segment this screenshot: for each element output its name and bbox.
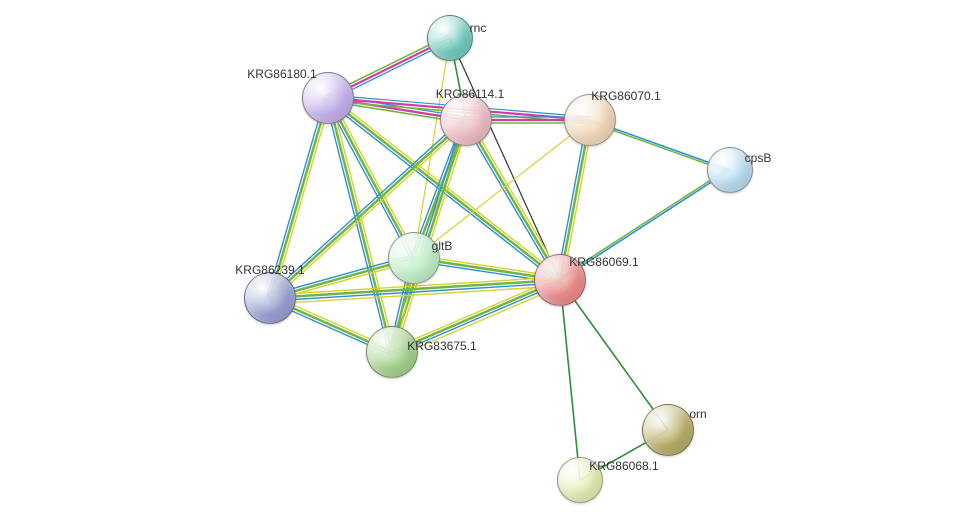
node-gltB[interactable] [388, 232, 440, 284]
edge [466, 120, 560, 280]
node-KRG83675[interactable] [366, 326, 418, 378]
edge [469, 118, 563, 278]
edge [463, 122, 557, 282]
edge [394, 286, 562, 358]
node-orn[interactable] [642, 404, 694, 456]
node-KRG86114[interactable] [440, 94, 492, 146]
edge [393, 283, 561, 355]
node-KRG86180[interactable] [302, 72, 354, 124]
edge [559, 168, 729, 278]
node-KRG86069[interactable] [534, 254, 586, 306]
edge [267, 97, 325, 297]
node-KRG86070[interactable] [564, 94, 616, 146]
node-rnc[interactable] [427, 15, 473, 61]
network-graph: rncKRG86180.1KRG86114.1KRG86070.1cpsBglt… [0, 0, 975, 518]
node-KRG86068[interactable] [557, 457, 603, 503]
edges-layer [0, 0, 975, 518]
edge [450, 38, 560, 280]
edge [560, 280, 580, 480]
edge [560, 170, 730, 280]
edge [560, 280, 668, 430]
edge [331, 97, 395, 351]
node-cpsB[interactable] [707, 147, 753, 193]
node-KRG86239[interactable] [244, 272, 296, 324]
